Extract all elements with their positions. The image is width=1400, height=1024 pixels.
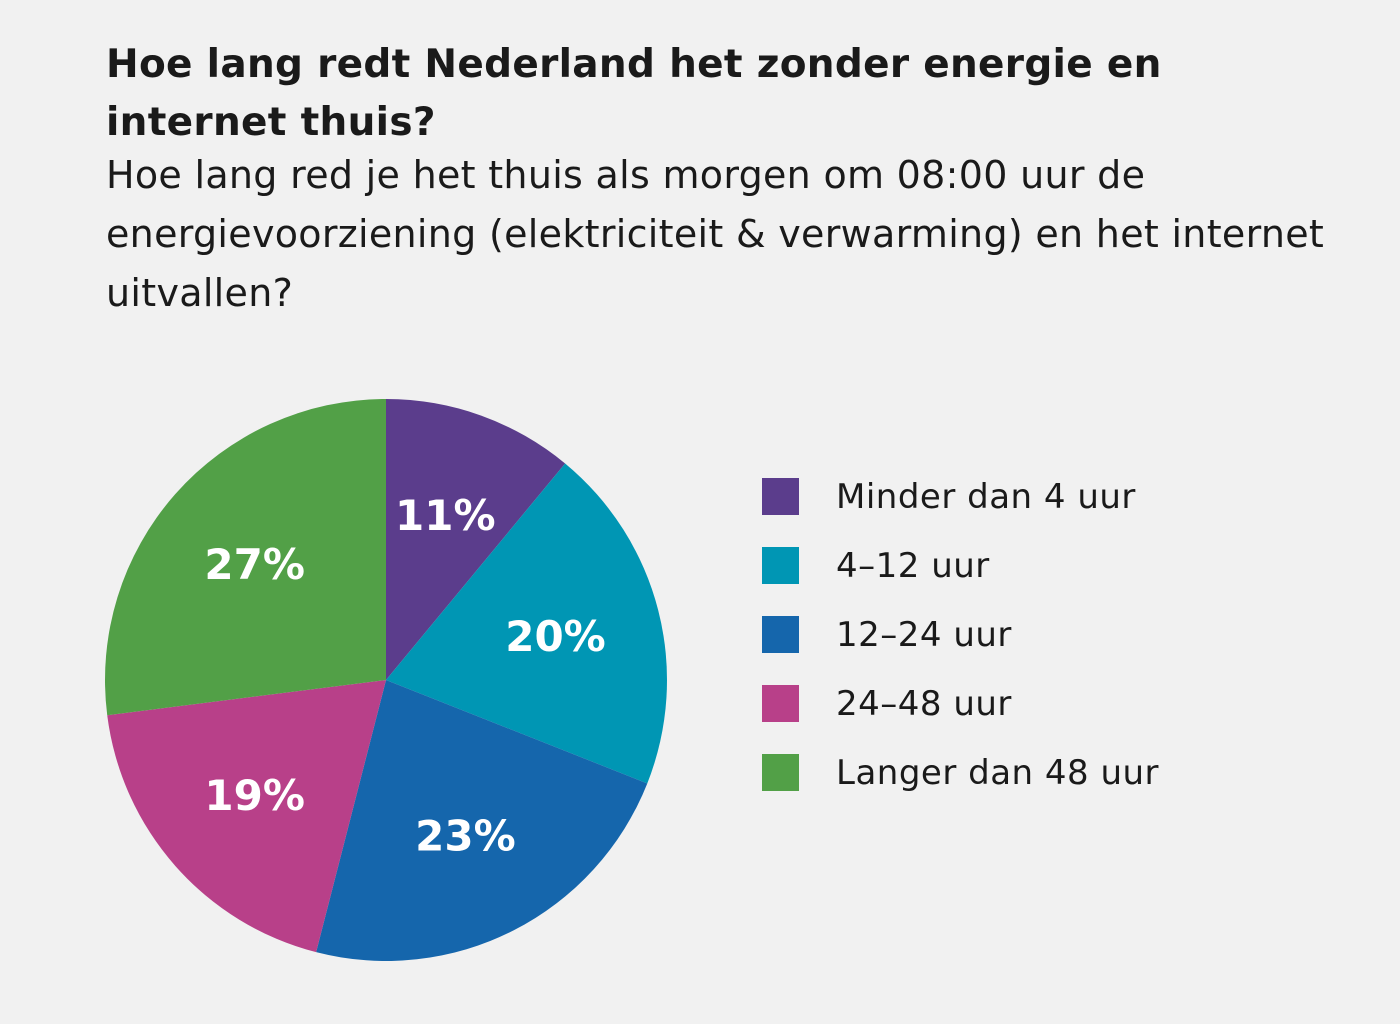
pie-value-label-4: 19% bbox=[204, 771, 305, 820]
legend-swatch bbox=[762, 478, 799, 515]
pie-slice-3 bbox=[316, 680, 648, 961]
pie-value-label-5: 27% bbox=[204, 540, 305, 589]
legend-item-1: Minder dan 4 uur bbox=[762, 462, 1159, 531]
pie-slice-2 bbox=[386, 463, 668, 784]
pie-value-label-3: 23% bbox=[415, 811, 516, 860]
legend-item-4: 24–48 uur bbox=[762, 669, 1159, 738]
legend-label: 4–12 uur bbox=[836, 545, 990, 586]
legend-item-2: 4–12 uur bbox=[762, 531, 1159, 600]
chart-subtitle: Hoe lang red je het thuis als morgen om … bbox=[106, 153, 1325, 315]
legend-swatch bbox=[762, 754, 799, 791]
legend-label: 24–48 uur bbox=[836, 683, 1012, 724]
pie-slice-5 bbox=[105, 399, 387, 716]
legend-item-3: 12–24 uur bbox=[762, 600, 1159, 669]
pie-labels: 11% 20% 23% 19% 27% bbox=[204, 491, 605, 861]
legend-item-5: Langer dan 48 uur bbox=[762, 738, 1159, 807]
legend-swatch bbox=[762, 616, 799, 653]
pie-chart: 11% 20% 23% 19% 27% bbox=[105, 399, 668, 961]
chart-legend: Minder dan 4 uur 4–12 uur 12–24 uur 24–48 u… bbox=[762, 462, 1159, 807]
pie-value-label-2: 20% bbox=[505, 612, 606, 661]
legend-swatch bbox=[762, 547, 799, 584]
legend-label: Minder dan 4 uur bbox=[836, 476, 1136, 517]
legend-swatch bbox=[762, 685, 799, 722]
pie-slice-1 bbox=[386, 399, 566, 680]
pie-slices bbox=[105, 399, 668, 961]
pie-slice-4 bbox=[107, 680, 386, 953]
legend-label: 12–24 uur bbox=[836, 614, 1012, 655]
chart-title: Hoe lang redt Nederland het zonder energ… bbox=[106, 42, 1162, 145]
legend-label: Langer dan 48 uur bbox=[836, 752, 1160, 793]
pie-value-label-1: 11% bbox=[395, 491, 496, 540]
